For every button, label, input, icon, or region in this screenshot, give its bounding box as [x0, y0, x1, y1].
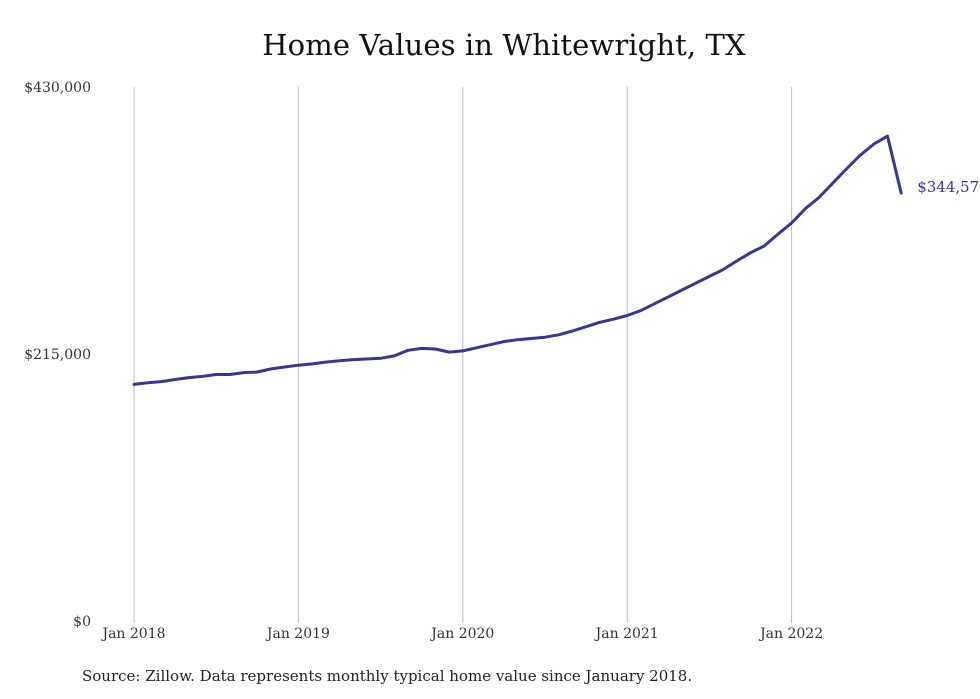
x-axis-ticks: Jan 2018 Jan 2019 Jan 2020 Jan 2021 Jan 2022 — [100, 626, 823, 642]
chart-source-note: Source: Zillow. Data represents monthly … — [82, 667, 693, 685]
end-value-label: $344,577 — [917, 178, 980, 196]
x-tick-label: Jan 2019 — [265, 626, 330, 642]
y-tick-label: $215,000 — [24, 347, 91, 363]
x-tick-label: Jan 2021 — [594, 626, 659, 642]
x-tick-label: Jan 2022 — [758, 626, 823, 642]
series-line — [132, 134, 903, 386]
gridlines — [133, 87, 793, 623]
x-tick-label: Jan 2018 — [100, 626, 165, 642]
x-tick-label: Jan 2020 — [429, 626, 494, 642]
y-tick-label: $0 — [73, 614, 91, 630]
y-axis-ticks: $0 $215,000 $430,000 — [24, 80, 91, 630]
chart-title: Home Values in Whitewright, TX — [262, 28, 746, 62]
y-tick-label: $430,000 — [24, 80, 91, 96]
